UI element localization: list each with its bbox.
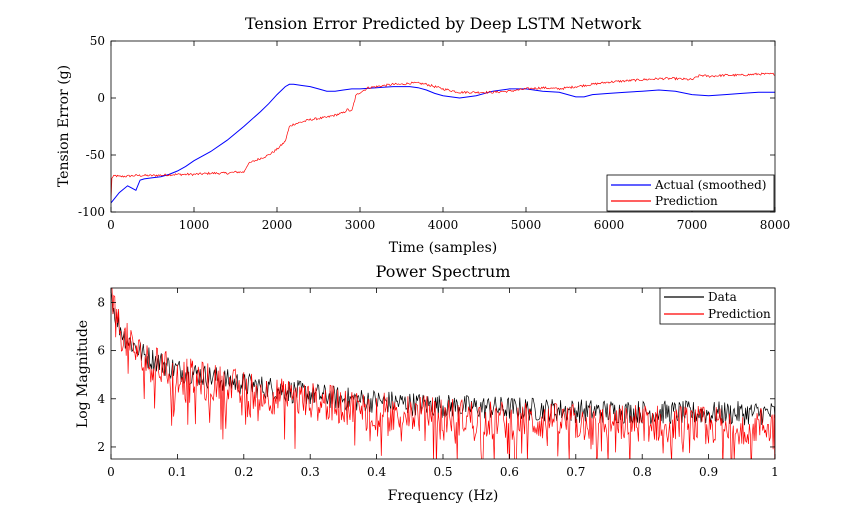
x-tick-label: 6000 <box>594 218 625 232</box>
x-tick-label: 0.4 <box>367 465 386 479</box>
legend-label-prediction: Prediction <box>655 194 718 208</box>
y-axis-label: Log Magnitude <box>75 320 91 428</box>
y-tick-label: 4 <box>97 392 105 406</box>
x-tick-label: 0 <box>107 465 115 479</box>
legend-label-data: Data <box>708 290 737 304</box>
legend: Data Prediction <box>659 287 776 325</box>
series-line-actual-smoothed <box>111 83 775 204</box>
series-line-prediction <box>111 288 775 459</box>
legend-label-prediction: Prediction <box>708 307 771 321</box>
x-tick-label: 0.8 <box>633 465 652 479</box>
x-tick-label: 1 <box>771 465 779 479</box>
y-tick-label: 50 <box>90 34 105 48</box>
y-tick-label: 0 <box>97 91 105 105</box>
legend-box <box>659 287 776 325</box>
y-axis-ticks: 50 0 -50 -100 <box>78 34 775 219</box>
x-tick-label: 3000 <box>345 218 376 232</box>
x-tick-label: 0.5 <box>433 465 452 479</box>
x-tick-label: 0.1 <box>168 465 187 479</box>
x-tick-label: 0.9 <box>699 465 718 479</box>
x-tick-label: 0.7 <box>566 465 585 479</box>
legend: Actual (smoothed) Prediction <box>606 174 775 212</box>
y-tick-label: -50 <box>86 148 105 162</box>
x-tick-label: 8000 <box>760 218 791 232</box>
x-tick-label: 1000 <box>179 218 210 232</box>
tension-error-panel: Tension Error Predicted by Deep LSTM Net… <box>56 14 790 256</box>
x-tick-label: 4000 <box>428 218 459 232</box>
x-axis-ticks: 0 1000 2000 3000 4000 5000 6000 7000 8000 <box>107 41 790 232</box>
y-tick-label: 8 <box>97 295 105 309</box>
chart-title: Power Spectrum <box>376 262 511 281</box>
series-group <box>111 288 775 459</box>
x-tick-label: 5000 <box>511 218 542 232</box>
x-tick-label: 0.6 <box>500 465 519 479</box>
chart-title: Tension Error Predicted by Deep LSTM Net… <box>245 14 641 33</box>
x-tick-label: 2000 <box>262 218 293 232</box>
x-tick-label: 0.3 <box>301 465 320 479</box>
y-axis-ticks: 8 6 4 2 <box>97 295 775 454</box>
x-axis-label: Time (samples) <box>389 240 497 256</box>
y-tick-label: 2 <box>97 440 105 454</box>
y-axis-label: Tension Error (g) <box>56 65 72 187</box>
x-tick-label: 7000 <box>677 218 708 232</box>
x-tick-label: 0.2 <box>234 465 253 479</box>
y-tick-label: -100 <box>78 205 105 219</box>
legend-label-actual: Actual (smoothed) <box>654 178 766 192</box>
legend-box <box>606 174 775 212</box>
x-tick-label: 0 <box>107 218 115 232</box>
series-line-prediction <box>111 72 775 201</box>
y-tick-label: 6 <box>97 344 105 358</box>
x-axis-label: Frequency (Hz) <box>388 488 499 504</box>
series-group <box>111 72 775 204</box>
x-axis-ticks: 0 0.1 0.2 0.3 0.4 0.5 0.6 0.7 0.8 0.9 1 <box>107 288 779 479</box>
power-spectrum-panel: Power Spectrum 0 0.1 0.2 0.3 0.4 0.5 0.6 0.7 0.8… <box>75 262 779 504</box>
